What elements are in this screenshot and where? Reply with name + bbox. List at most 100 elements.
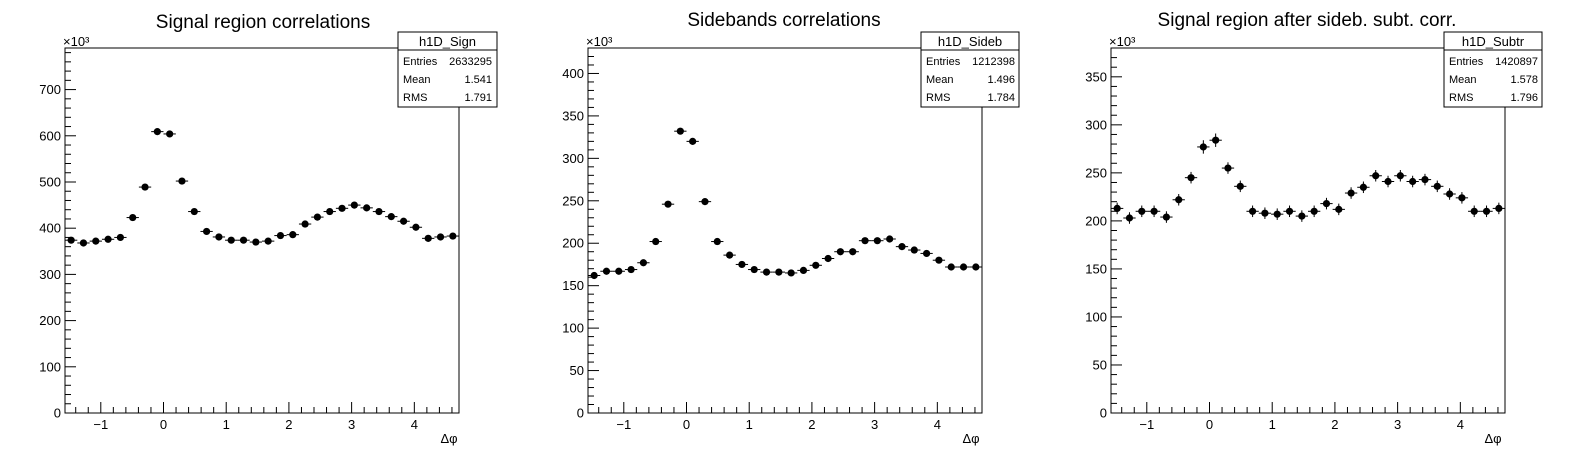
y-tick-label: 600: [39, 128, 61, 143]
marker: [1212, 136, 1220, 144]
chart-title: Signal region after sideb. subt. corr.: [1158, 10, 1457, 31]
stats-mean-value: 1.541: [464, 74, 492, 86]
marker: [239, 236, 248, 244]
y-exponent-label: ×10³: [63, 34, 90, 49]
data-point: [797, 266, 810, 274]
marker: [313, 213, 322, 221]
data-point: [932, 256, 946, 264]
marker: [849, 248, 857, 256]
x-tick-label: 0: [160, 417, 167, 432]
data-point: [1443, 188, 1456, 200]
data-point: [1295, 210, 1308, 222]
marker: [1162, 213, 1171, 221]
x-tick-label: 1: [1269, 417, 1276, 432]
data-point: [711, 237, 724, 246]
y-axis: 0 50 100 150 200 250 300 350 400: [562, 47, 599, 421]
data-point: [311, 213, 324, 221]
marker: [178, 177, 186, 185]
marker: [1138, 207, 1146, 215]
data-point: [188, 207, 201, 216]
y-tick-label: 700: [39, 82, 61, 97]
marker: [436, 233, 445, 241]
data-point: [89, 237, 102, 245]
data-point: [397, 217, 410, 225]
marker: [153, 128, 161, 136]
data-point: [945, 263, 958, 271]
data-point: [1221, 162, 1235, 174]
marker: [227, 236, 235, 244]
data-point: [434, 233, 447, 241]
plot-frame: [64, 47, 460, 414]
data-point: [1308, 205, 1321, 218]
data-point: [422, 234, 435, 242]
y-tick-label: 350: [562, 108, 584, 123]
marker: [1433, 182, 1441, 190]
marker: [725, 251, 734, 259]
data-point: [1357, 181, 1370, 194]
marker: [350, 201, 358, 209]
data-points: [588, 127, 982, 280]
x-axis: −1 0 1 2 3 4: [1121, 402, 1499, 432]
x-tick-label: 2: [285, 417, 292, 432]
marker: [910, 246, 918, 254]
data-point: [1147, 205, 1161, 218]
y-tick-label: 250: [562, 193, 584, 208]
data-point: [723, 251, 736, 259]
marker: [264, 237, 272, 245]
marker: [713, 237, 721, 246]
data-point: [286, 231, 299, 239]
marker: [627, 265, 635, 274]
marker: [812, 261, 820, 269]
data-point: [920, 249, 933, 258]
data-point: [446, 232, 459, 240]
stats-box-frame: [1443, 31, 1543, 108]
data-point: [262, 237, 275, 245]
data-point: [385, 213, 398, 221]
marker: [1187, 174, 1195, 182]
y-exponent-label: ×10³: [1109, 34, 1136, 49]
marker: [959, 263, 968, 271]
data-point: [908, 246, 921, 254]
marker: [1445, 190, 1454, 198]
data-point: [612, 267, 625, 275]
stats-mean-value: 1.496: [987, 74, 1015, 86]
data-point: [871, 237, 884, 245]
y-axis: 0 100 200 300 400 500 600 700: [39, 52, 76, 421]
y-tick-label: 50: [570, 363, 584, 378]
data-point: [1431, 180, 1444, 193]
stats-histogram-name: h1D_Subtr: [1462, 34, 1525, 49]
marker: [787, 269, 795, 277]
data-point: [249, 238, 262, 246]
y-tick-label: 100: [1085, 309, 1107, 324]
marker: [399, 217, 408, 225]
marker: [1285, 207, 1294, 215]
marker: [92, 237, 100, 245]
x-axis-label: Δφ: [962, 431, 979, 446]
stats-entries-value: 1420897: [1495, 56, 1538, 68]
x-tick-label: −1: [1139, 417, 1154, 432]
data-point: [1283, 205, 1296, 218]
x-tick-label: 0: [1206, 417, 1213, 432]
data-point: [126, 213, 139, 222]
marker: [689, 137, 697, 145]
stats-entries-label: Entries: [1449, 56, 1484, 68]
data-point: [212, 233, 226, 241]
stats-rms-label: RMS: [926, 92, 950, 104]
data-point: [372, 207, 386, 216]
marker: [1482, 207, 1491, 215]
marker: [166, 130, 174, 138]
marker: [67, 236, 75, 244]
stats-entries-label: Entries: [926, 56, 961, 68]
marker: [116, 233, 125, 242]
y-tick-label: 100: [39, 359, 61, 374]
x-tick-label: −1: [93, 417, 108, 432]
data-point: [1406, 175, 1419, 188]
x-tick-label: 4: [1457, 417, 1464, 432]
data-point: [298, 220, 312, 228]
marker: [387, 213, 395, 221]
data-point: [1135, 205, 1148, 218]
x-tick-label: 2: [808, 417, 815, 432]
marker: [301, 220, 309, 228]
marker: [652, 237, 660, 246]
marker: [104, 235, 112, 243]
